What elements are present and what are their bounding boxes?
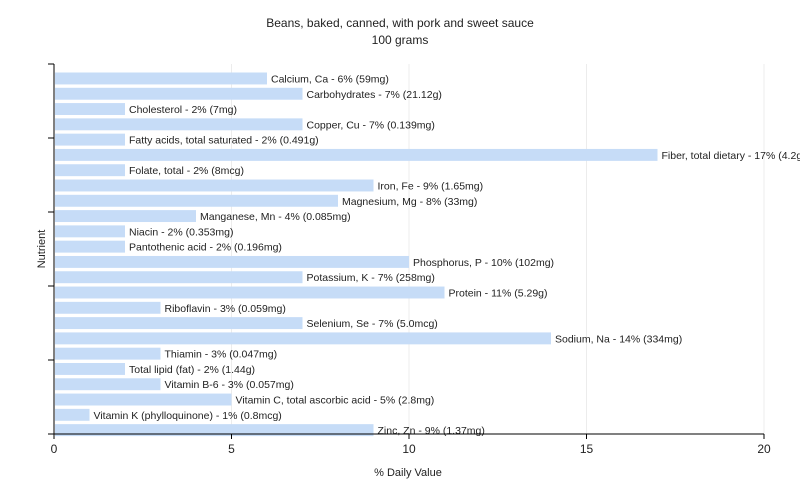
chart-title: Beans, baked, canned, with pork and swee…	[266, 16, 534, 30]
bar	[55, 72, 267, 85]
bar-label: Total lipid (fat) - 2% (1.44g)	[129, 364, 255, 376]
bar-label: Magnesium, Mg - 8% (33mg)	[342, 196, 477, 208]
y-axis-label: Nutrient	[36, 230, 48, 269]
x-tick-label: 10	[402, 442, 416, 456]
bar-label: Copper, Cu - 7% (0.139mg)	[307, 119, 435, 131]
bar-label: Folate, total - 2% (8mcg)	[129, 165, 244, 177]
bar-label: Riboflavin - 3% (0.059mg)	[165, 303, 286, 315]
bar	[55, 271, 303, 284]
bar-label: Thiamin - 3% (0.047mg)	[165, 349, 278, 361]
bar-label: Manganese, Mn - 4% (0.085mg)	[200, 211, 351, 223]
bar-label: Calcium, Ca - 6% (59mg)	[271, 73, 389, 85]
bar	[55, 103, 125, 116]
bar	[55, 301, 161, 314]
bar	[55, 118, 303, 131]
x-tick-label: 15	[580, 442, 594, 456]
bar-label: Potassium, K - 7% (258mg)	[307, 272, 435, 284]
bar-label: Selenium, Se - 7% (5.0mcg)	[307, 318, 438, 330]
bar	[55, 148, 658, 161]
chart-subtitle: 100 grams	[372, 33, 429, 47]
bar	[55, 378, 161, 391]
grid-lines	[231, 64, 765, 434]
bar	[55, 362, 125, 375]
bar	[55, 164, 125, 177]
bar	[55, 87, 303, 100]
bar	[55, 332, 551, 345]
bars: Calcium, Ca - 6% (59mg) Carbohydrates - 7…	[55, 72, 800, 437]
x-tick-label: 5	[228, 442, 235, 456]
bar-label: Vitamin C, total ascorbic acid - 5% (2.8…	[236, 395, 435, 407]
bar-label: Vitamin B-6 - 3% (0.057mg)	[165, 379, 294, 391]
bar-label: Sodium, Na - 14% (334mg)	[555, 333, 682, 345]
x-tick-label: 0	[51, 442, 58, 456]
bar-label: Phosphorus, P - 10% (102mg)	[413, 257, 554, 269]
bar	[55, 424, 374, 437]
bar-label: Fiber, total dietary - 17% (4.2g)	[662, 150, 800, 162]
x-tick-label: 20	[757, 442, 771, 456]
bar	[55, 194, 338, 207]
bar	[55, 225, 125, 238]
bar-label: Vitamin K (phylloquinone) - 1% (0.8mcg)	[94, 410, 282, 422]
bar-label: Protein - 11% (5.29g)	[449, 288, 548, 300]
axes: 0 5 10 15 20	[48, 63, 771, 456]
bar-label: Niacin - 2% (0.353mg)	[129, 226, 233, 238]
bar-label: Pantothenic acid - 2% (0.196mg)	[129, 242, 282, 254]
bar	[55, 179, 374, 192]
bar	[55, 133, 125, 146]
bar-label: Carbohydrates - 7% (21.12g)	[307, 89, 442, 101]
bar-label: Fatty acids, total saturated - 2% (0.491…	[129, 135, 319, 147]
bar	[55, 317, 303, 330]
bar	[55, 255, 409, 268]
bar	[55, 347, 161, 360]
bar	[55, 286, 445, 299]
bar-label: Cholesterol - 2% (7mg)	[129, 104, 237, 116]
bar-label: Zinc, Zn - 9% (1.37mg)	[378, 425, 485, 437]
x-axis-label: % Daily Value	[374, 467, 442, 479]
bar	[55, 408, 90, 421]
bar-label: Iron, Fe - 9% (1.65mg)	[378, 180, 484, 192]
bar	[55, 393, 232, 406]
bar	[55, 210, 196, 223]
bar	[55, 240, 125, 253]
